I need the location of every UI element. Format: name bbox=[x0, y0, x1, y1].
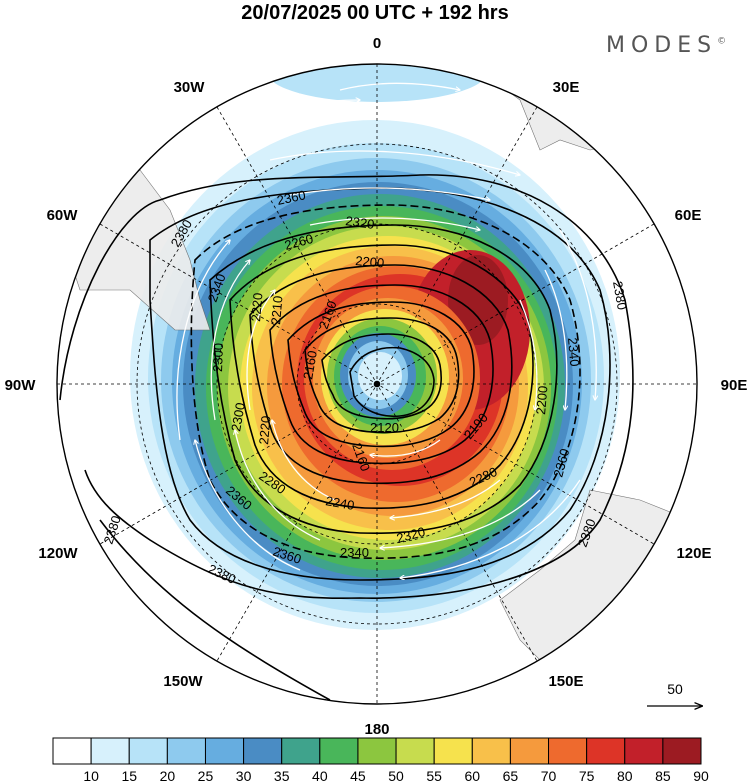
longitude-labels: 0 30E 60E 90E 120E 150E 180 150W 120W 90… bbox=[5, 35, 748, 738]
contour-label: 2320 bbox=[395, 524, 427, 546]
contour-label: 2160 bbox=[300, 349, 320, 380]
contour-label: 2300 bbox=[228, 401, 248, 432]
colorbar-label: 45 bbox=[350, 768, 366, 782]
colorbar-swatch bbox=[204, 737, 245, 765]
colorbar-swatch bbox=[128, 737, 168, 765]
map-title: 20/07/2025 00 UTC + 192 hrs bbox=[241, 2, 509, 24]
contour-label: 2240 bbox=[324, 493, 355, 513]
height-contours bbox=[59, 174, 634, 701]
lon-label-120w: 120W bbox=[38, 545, 78, 562]
colorbar-label: 55 bbox=[426, 768, 442, 782]
contour-label: 2380 bbox=[610, 280, 630, 311]
brand-logo: MODES© bbox=[606, 33, 727, 58]
contour-label: 2340 bbox=[340, 545, 369, 560]
reference-vector: 50 bbox=[647, 681, 702, 706]
colorbar-label: 70 bbox=[541, 768, 557, 782]
colorbar-label: 60 bbox=[465, 768, 481, 782]
colorbar-swatch bbox=[319, 737, 359, 765]
colorbar-swatch bbox=[548, 737, 588, 765]
contour-label: 2220 bbox=[248, 292, 265, 322]
lon-label-180: 180 bbox=[364, 721, 389, 738]
colorbar-label: 15 bbox=[121, 768, 137, 782]
lon-label-90e: 90E bbox=[721, 377, 748, 394]
lon-label-150e: 150E bbox=[548, 673, 583, 690]
colorbar-swatch bbox=[357, 737, 397, 765]
colorbar-swatch bbox=[624, 737, 664, 765]
colorbar-swatch bbox=[52, 737, 92, 765]
colorbar-label: 85 bbox=[655, 768, 671, 782]
colorbar-swatch bbox=[90, 737, 130, 765]
colorbar-label: 50 bbox=[388, 768, 404, 782]
colorbar-label: 25 bbox=[198, 768, 214, 782]
lon-label-30w: 30W bbox=[174, 79, 206, 96]
contour-label: 2340 bbox=[565, 337, 582, 367]
colorbar-swatch bbox=[509, 737, 550, 765]
contour-label: 2320 bbox=[345, 213, 376, 232]
colorbar-label: 65 bbox=[503, 768, 519, 782]
lon-label-0: 0 bbox=[373, 35, 381, 52]
lon-label-120e: 120E bbox=[676, 545, 711, 562]
colorbar-label: 40 bbox=[312, 768, 328, 782]
colorbar-label: 30 bbox=[236, 768, 252, 782]
contour-label: 2200 bbox=[533, 385, 550, 415]
colorbar-swatch bbox=[433, 737, 473, 765]
colorbar-label: 80 bbox=[617, 768, 633, 782]
colorbar-label: 10 bbox=[83, 768, 99, 782]
contour-label: 2210 bbox=[268, 295, 285, 325]
contour-label: 2360 bbox=[276, 187, 307, 208]
lon-label-90w: 90W bbox=[5, 377, 37, 394]
lon-label-30e: 30E bbox=[553, 79, 580, 96]
colorbar: 10 15 20 25 30 35 40 45 50 55 60 65 70 75 80 85 90 bbox=[52, 737, 709, 782]
wind-streamlines bbox=[176, 82, 596, 578]
colorbar-swatch bbox=[662, 737, 702, 765]
lon-label-150w: 150W bbox=[163, 673, 203, 690]
contour-label: 2220 bbox=[256, 415, 273, 445]
colorbar-swatch bbox=[586, 737, 626, 765]
colorbar-label: 90 bbox=[693, 768, 709, 782]
colorbar-swatch bbox=[395, 737, 435, 765]
colorbar-swatch bbox=[166, 737, 206, 765]
lon-label-60e: 60E bbox=[675, 207, 702, 224]
colorbar-swatch bbox=[243, 737, 283, 765]
colorbar-swatch bbox=[471, 737, 511, 765]
colorbar-label: 75 bbox=[579, 768, 595, 782]
colorbar-label: 20 bbox=[160, 768, 176, 782]
lon-label-60w: 60W bbox=[47, 207, 79, 224]
contour-label: 2260 bbox=[283, 231, 315, 253]
colorbar-label: 35 bbox=[274, 768, 290, 782]
contour-label: 2300 bbox=[210, 343, 226, 372]
colorbar-swatch bbox=[281, 737, 321, 765]
reference-vector-label: 50 bbox=[667, 681, 683, 697]
contour-label: 2360 bbox=[550, 447, 572, 479]
contour-label: 2380 bbox=[101, 514, 124, 546]
contour-label: 2120 bbox=[370, 420, 399, 435]
contour-label: 2200 bbox=[355, 253, 385, 270]
